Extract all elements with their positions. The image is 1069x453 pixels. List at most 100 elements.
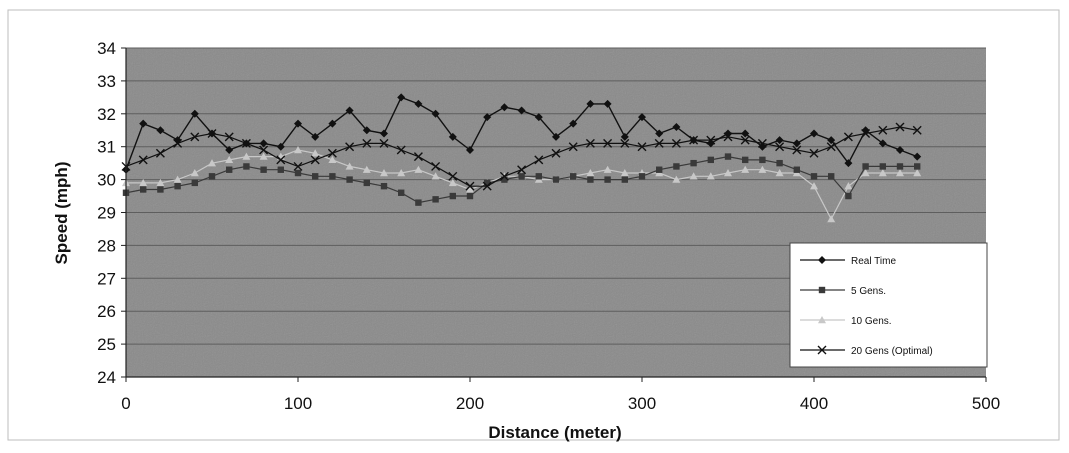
- data-point: [294, 119, 302, 128]
- data-point: [603, 138, 613, 148]
- data-point: [260, 166, 267, 173]
- data-point: [345, 106, 354, 115]
- y-tick-label: 25: [97, 335, 116, 354]
- data-point: [208, 129, 216, 138]
- data-point: [827, 215, 836, 223]
- data-point: [329, 173, 336, 180]
- data-point: [448, 171, 458, 181]
- data-point: [552, 176, 560, 183]
- x-tick-label: 400: [800, 394, 828, 413]
- data-point: [671, 138, 681, 148]
- data-point: [604, 176, 611, 183]
- data-point: [775, 169, 784, 177]
- data-point: [913, 169, 922, 177]
- data-point: [259, 145, 269, 155]
- data-point: [208, 173, 216, 180]
- data-point: [328, 155, 337, 164]
- y-tick-label: 29: [97, 204, 116, 223]
- legend-swatch-marker: [818, 316, 826, 324]
- legend-label: Real Time: [851, 256, 896, 267]
- data-point: [500, 103, 509, 112]
- data-point: [810, 129, 818, 138]
- data-point: [586, 169, 595, 177]
- data-point: [620, 132, 629, 141]
- data-point: [912, 125, 922, 135]
- legend-entry: 10 Gens.: [800, 316, 892, 327]
- data-point: [138, 155, 148, 165]
- data-point: [225, 155, 234, 164]
- legend-box: [789, 242, 988, 368]
- legend-swatch-marker: [818, 286, 826, 294]
- data-point: [518, 173, 525, 180]
- data-point: [155, 148, 165, 158]
- data-point: [792, 145, 802, 155]
- y-tick-label: 30: [97, 171, 116, 190]
- data-point: [535, 173, 542, 180]
- x-axis-title: Distance (meter): [488, 423, 621, 442]
- data-point: [191, 179, 198, 187]
- y-tick-label: 26: [97, 302, 116, 321]
- data-point: [431, 161, 441, 171]
- data-point: [466, 145, 474, 154]
- legend-entry: Real Time: [800, 256, 896, 267]
- data-point: [414, 165, 423, 173]
- x-tick-label: 300: [628, 394, 656, 413]
- data-point: [706, 139, 715, 148]
- data-point: [587, 176, 594, 183]
- data-point: [707, 156, 714, 164]
- data-point: [482, 181, 492, 191]
- data-point: [380, 169, 388, 177]
- data-point: [380, 182, 388, 190]
- data-point: [139, 178, 148, 187]
- data-point: [517, 165, 527, 175]
- data-point: [878, 125, 888, 135]
- data-point: [569, 119, 578, 128]
- series-group: [121, 93, 922, 223]
- data-point: [259, 152, 268, 160]
- data-point: [810, 182, 818, 190]
- data-point: [656, 166, 663, 173]
- data-point: [758, 165, 767, 173]
- legend-label: 20 Gens (Optimal): [851, 346, 933, 357]
- data-point: [740, 135, 750, 145]
- data-point: [173, 136, 182, 145]
- y-tick-label: 34: [97, 39, 116, 58]
- data-point: [913, 152, 922, 161]
- data-point: [534, 155, 544, 165]
- data-point: [449, 192, 456, 200]
- data-point: [775, 142, 785, 152]
- data-point: [654, 138, 664, 148]
- data-point: [827, 136, 836, 145]
- data-point: [896, 145, 904, 154]
- data-point: [311, 149, 320, 157]
- data-point: [276, 142, 285, 151]
- series-real-time: [122, 93, 922, 174]
- data-point: [397, 93, 406, 102]
- data-point: [655, 129, 664, 138]
- data-point: [517, 106, 526, 115]
- y-tick-label: 32: [97, 105, 116, 124]
- data-point: [621, 176, 628, 183]
- data-point: [139, 119, 148, 128]
- data-point: [775, 136, 784, 145]
- data-point: [380, 129, 388, 138]
- data-point: [345, 142, 355, 152]
- x-tick-label: 100: [284, 394, 312, 413]
- data-point: [724, 153, 732, 160]
- x-tick-label: 500: [972, 394, 1000, 413]
- x-tick-label: 200: [456, 394, 484, 413]
- data-point: [294, 169, 302, 177]
- data-point: [362, 126, 371, 135]
- data-point: [895, 122, 905, 132]
- legend-entry: 5 Gens.: [800, 286, 886, 297]
- data-point: [689, 136, 698, 145]
- data-point: [534, 113, 543, 122]
- data-point: [758, 142, 767, 151]
- data-point: [156, 126, 165, 135]
- y-tick-label: 33: [97, 72, 116, 91]
- data-point: [706, 172, 715, 180]
- axes: 24 25 26 27 28 29 30 31 32 33 34 0 100 200 300 400 500: [97, 39, 1000, 413]
- data-point: [156, 178, 165, 187]
- series-20-gens-optimal: [121, 122, 922, 191]
